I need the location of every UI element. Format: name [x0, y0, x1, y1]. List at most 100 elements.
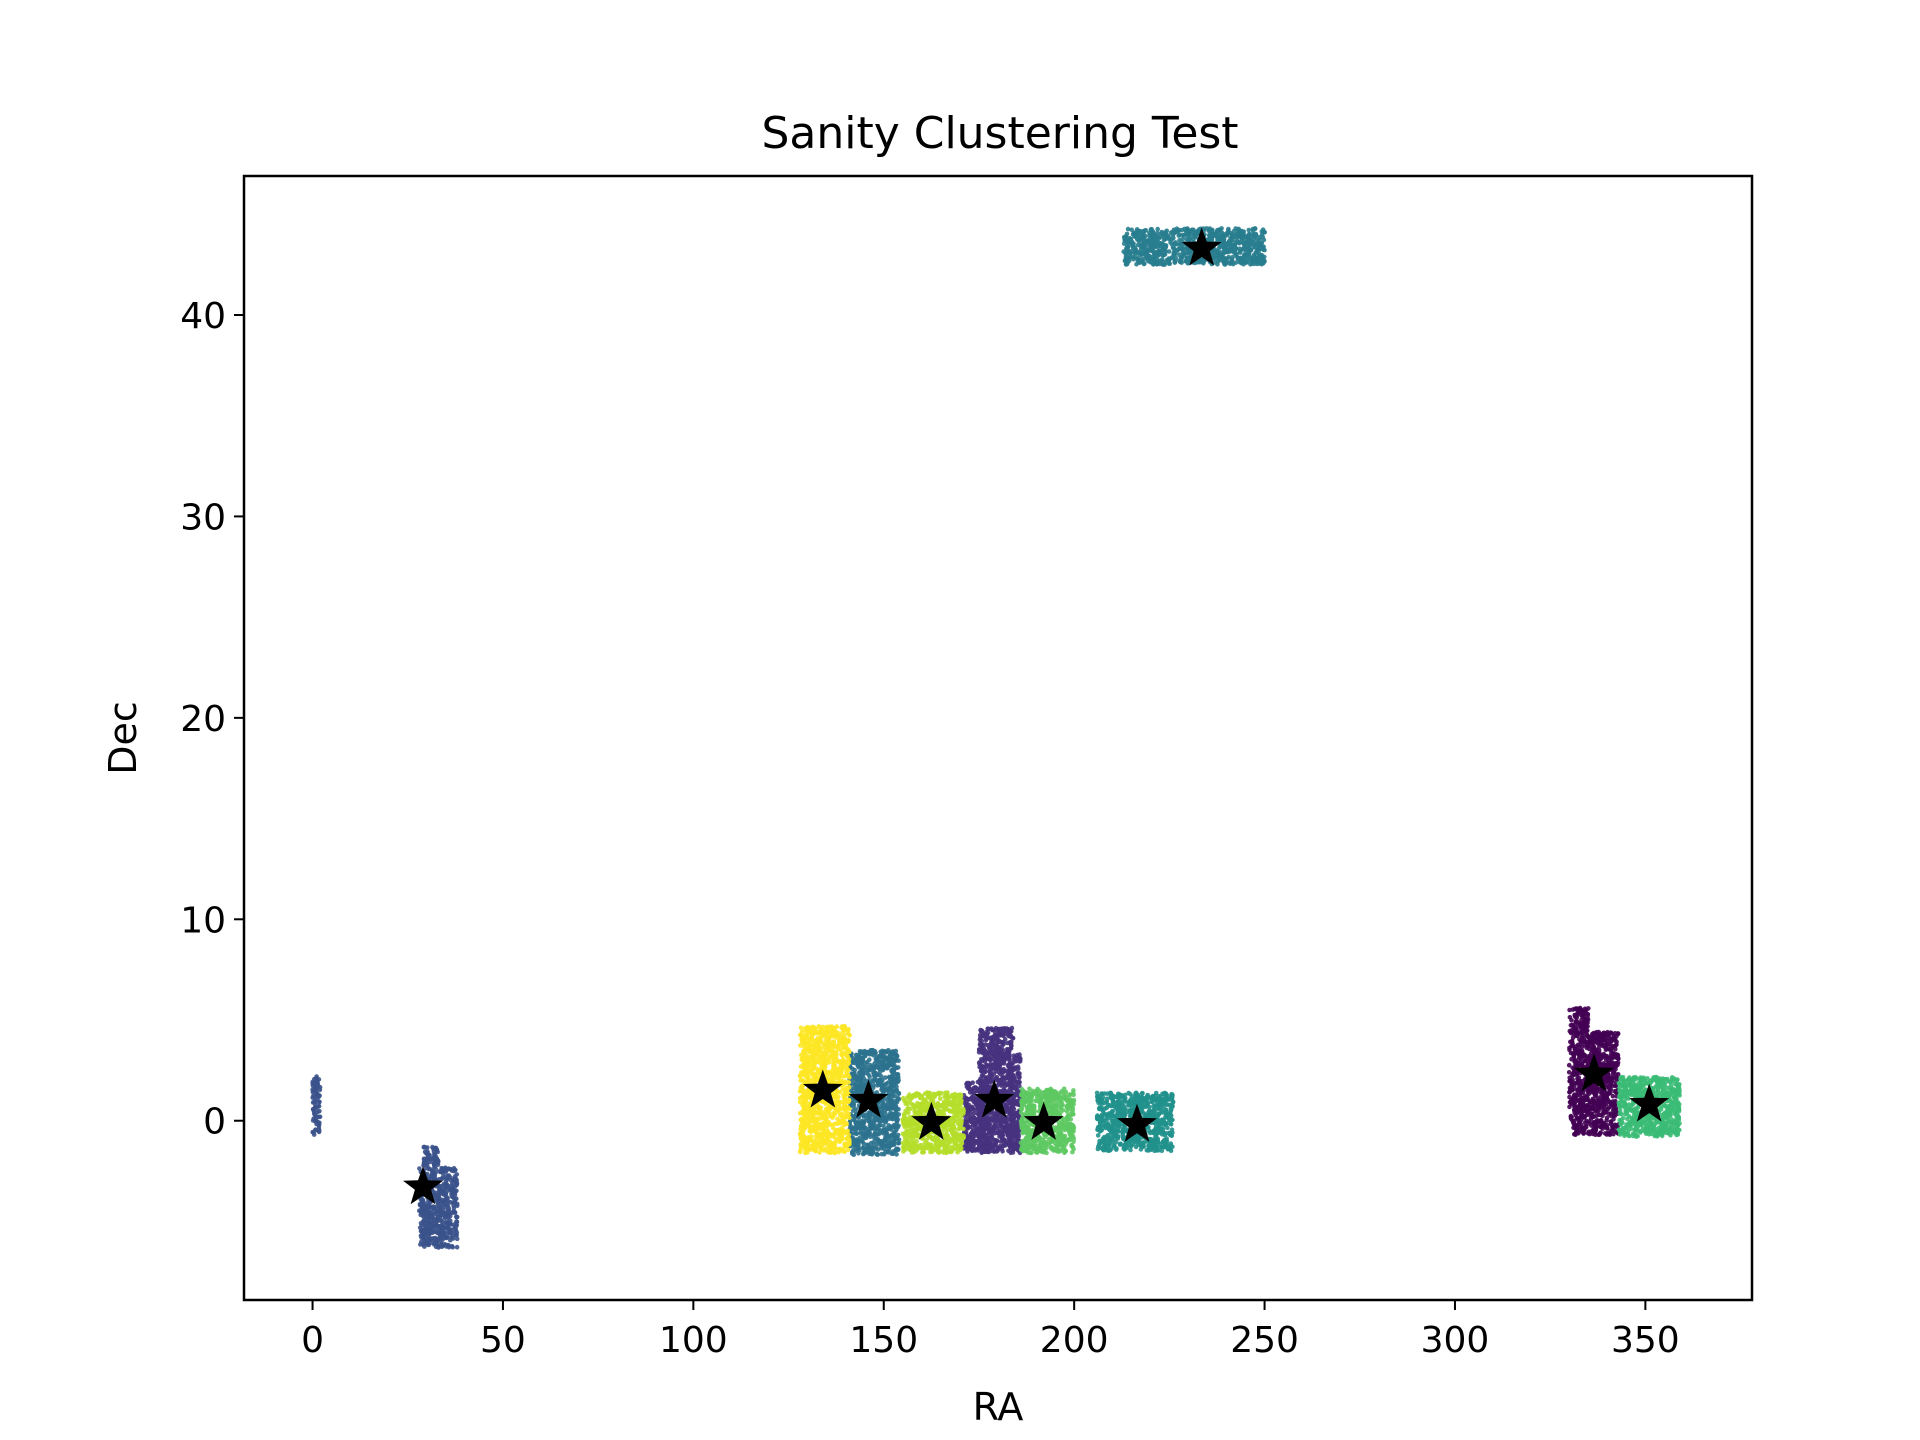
data-point	[887, 1097, 893, 1102]
data-point	[998, 1052, 1003, 1058]
data-point	[425, 1233, 431, 1238]
data-point	[978, 1029, 984, 1034]
data-point	[850, 1101, 855, 1106]
data-point	[988, 1074, 993, 1079]
data-point	[1575, 1116, 1580, 1121]
data-point	[1568, 1039, 1573, 1045]
data-point	[1212, 233, 1217, 238]
data-point	[1575, 1062, 1580, 1068]
data-point	[1581, 1052, 1586, 1057]
data-point	[890, 1080, 896, 1086]
data-point	[991, 1112, 997, 1117]
data-point	[445, 1185, 451, 1190]
data-point	[1104, 1134, 1110, 1139]
data-point	[428, 1213, 434, 1219]
data-point	[1009, 1081, 1015, 1087]
data-point	[1007, 1126, 1012, 1132]
data-point	[1613, 1072, 1619, 1078]
data-point	[1610, 1077, 1615, 1082]
data-point	[1239, 234, 1245, 239]
data-point	[977, 1042, 983, 1048]
data-point	[1595, 1095, 1600, 1100]
data-point	[993, 1065, 998, 1071]
data-point	[447, 1229, 453, 1234]
data-point	[858, 1085, 864, 1090]
data-point	[982, 1069, 987, 1075]
data-point	[1595, 1041, 1600, 1046]
data-point	[313, 1099, 318, 1105]
data-point	[1000, 1040, 1006, 1045]
data-point	[1573, 1131, 1579, 1136]
data-point	[1574, 1028, 1580, 1034]
data-point	[1125, 260, 1130, 266]
data-point	[1016, 1133, 1022, 1139]
data-point	[1236, 226, 1241, 232]
data-point	[1580, 1013, 1585, 1019]
data-point	[998, 1062, 1003, 1067]
data-point	[1600, 1096, 1606, 1102]
data-point	[1151, 249, 1157, 254]
data-point	[979, 1144, 984, 1150]
data-point	[1578, 1099, 1584, 1104]
data-point	[972, 1085, 978, 1090]
data-point	[1194, 230, 1200, 235]
data-point	[310, 1095, 316, 1100]
data-point	[1155, 234, 1161, 240]
data-point	[1579, 1126, 1585, 1131]
data-point	[437, 1234, 443, 1239]
data-point	[1012, 1134, 1017, 1139]
data-point	[894, 1114, 900, 1120]
data-point	[430, 1173, 436, 1179]
data-point	[430, 1230, 435, 1236]
data-point	[1605, 1106, 1611, 1112]
data-point	[998, 1071, 1003, 1077]
data-point	[1609, 1103, 1614, 1108]
data-point	[434, 1156, 440, 1162]
data-point	[1601, 1044, 1606, 1049]
data-point	[453, 1167, 458, 1173]
data-point	[1605, 1077, 1610, 1083]
data-point	[1017, 1059, 1022, 1064]
data-point	[1575, 1076, 1580, 1082]
data-point	[979, 1149, 985, 1155]
data-point	[1011, 1119, 1016, 1124]
data-point	[885, 1086, 890, 1092]
data-point	[977, 1037, 983, 1042]
data-point	[867, 1057, 872, 1062]
data-point	[1015, 1138, 1020, 1143]
data-point	[987, 1124, 992, 1130]
data-point	[883, 1111, 888, 1116]
data-point	[1134, 262, 1139, 267]
data-point	[1582, 1058, 1587, 1064]
data-point	[1005, 1082, 1010, 1088]
data-point	[1261, 229, 1266, 234]
data-point	[861, 1119, 867, 1125]
data-point	[1613, 1031, 1618, 1036]
data-point	[983, 1077, 988, 1083]
data-point	[1570, 1007, 1576, 1012]
data-point	[445, 1222, 451, 1227]
data-point	[1586, 1042, 1591, 1047]
data-point	[1614, 1061, 1619, 1066]
data-point	[1608, 1119, 1614, 1124]
data-point	[454, 1244, 460, 1250]
data-point	[1238, 255, 1243, 261]
data-point	[970, 1129, 975, 1134]
data-point	[1612, 1036, 1618, 1042]
data-point	[417, 1166, 422, 1171]
data-point	[895, 1065, 901, 1070]
data-point	[311, 1111, 317, 1117]
data-point	[989, 1143, 995, 1149]
data-point	[964, 1081, 969, 1087]
data-point	[1585, 1020, 1590, 1025]
data-point	[894, 1152, 899, 1157]
data-point	[1153, 240, 1159, 246]
data-point	[883, 1075, 888, 1080]
data-point	[863, 1135, 869, 1141]
data-point	[1008, 1042, 1014, 1048]
data-point	[1147, 242, 1152, 248]
data-point	[1177, 258, 1182, 264]
data-point	[422, 1160, 427, 1166]
data-point	[1579, 1117, 1584, 1123]
data-point	[984, 1062, 989, 1068]
